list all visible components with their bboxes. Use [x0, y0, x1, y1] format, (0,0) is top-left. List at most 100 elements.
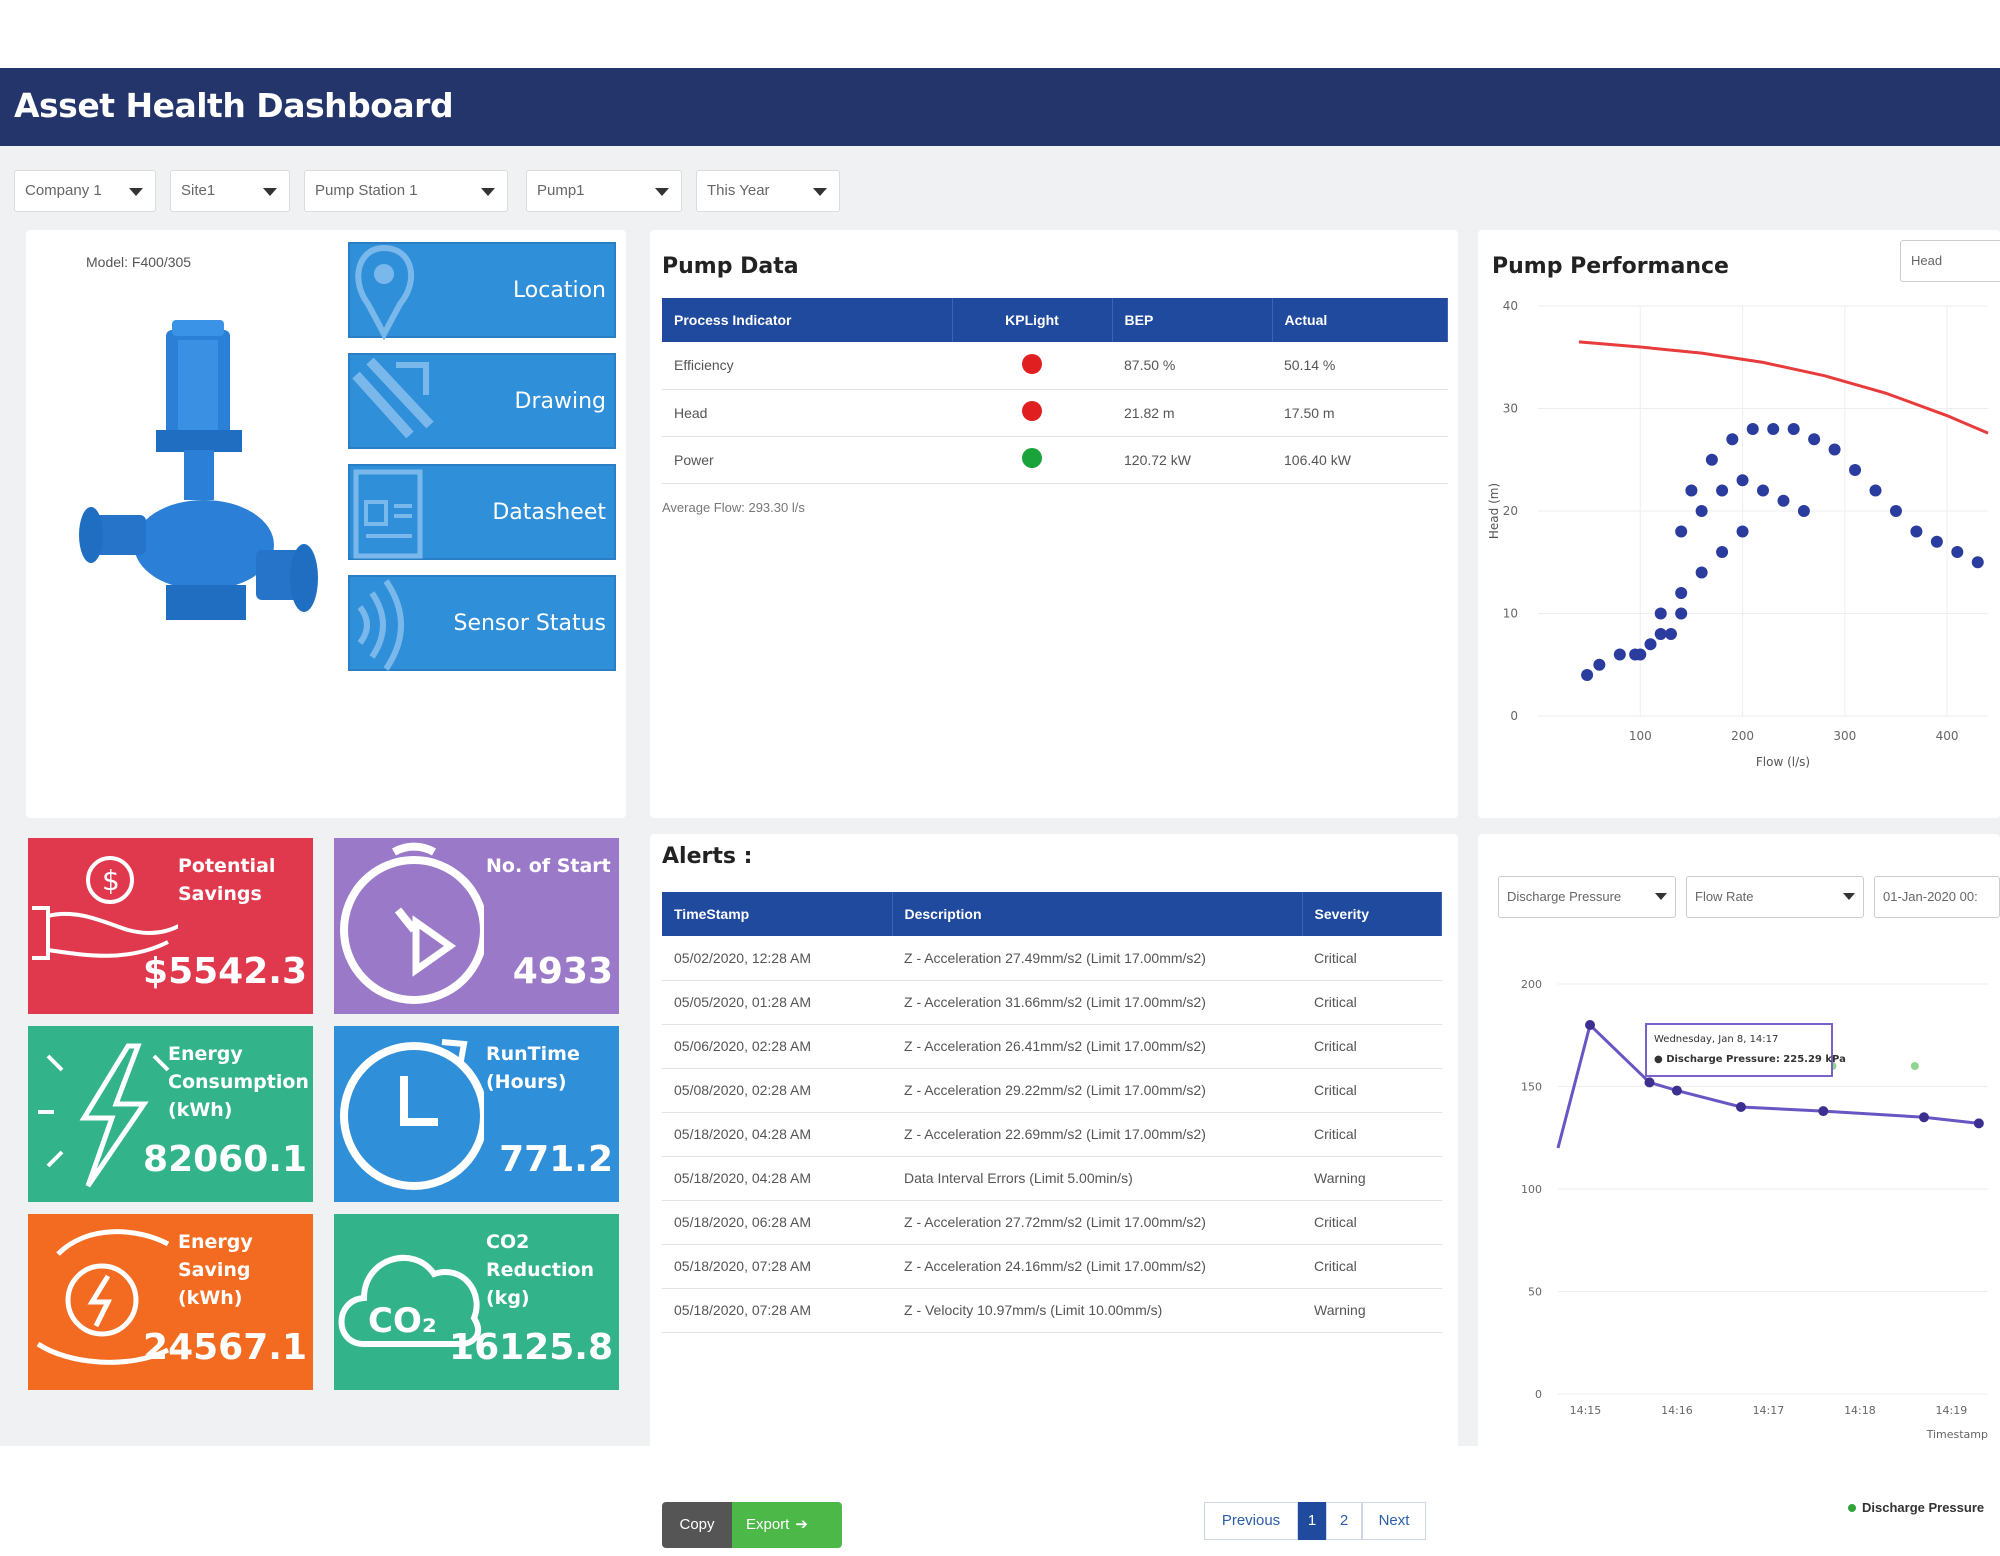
kplight-cell — [952, 342, 1112, 390]
scatter-point — [1767, 423, 1780, 435]
scatter-point — [1613, 648, 1626, 661]
location-button[interactable]: Location — [348, 242, 616, 340]
series-point — [1918, 1112, 1929, 1123]
kpi-title: CO2 Reduction (kg) — [486, 1231, 595, 1309]
scatter-point — [1664, 628, 1677, 640]
site-select-value: Site1 — [181, 182, 216, 199]
signal-icon — [357, 579, 404, 671]
y-tick-label: 0 — [1535, 1388, 1542, 1401]
x-tick-label: 14:17 — [1753, 1404, 1785, 1417]
trend-metric-select-2-value: Flow Rate — [1695, 889, 1754, 904]
description-cell: Z - Acceleration 31.66mm/s2 (Limit 17.00… — [892, 980, 1302, 1025]
x-axis-label: Flow (l/s) — [1756, 755, 1810, 769]
pump-data-title: Pump Data — [662, 254, 799, 279]
pump-select[interactable]: Pump1 — [526, 170, 682, 212]
column-header-kplight[interactable]: KPLight — [952, 298, 1113, 342]
chevron-down-icon — [481, 188, 495, 196]
trend-date-input[interactable]: 01-Jan-2020 00: — [1874, 876, 2000, 918]
column-header-severity[interactable]: Severity — [1302, 892, 1442, 936]
scatter-point — [1654, 607, 1667, 620]
scatter-point — [1675, 525, 1688, 538]
indicator-cell: Head — [662, 389, 952, 437]
severity-cell: Warning — [1302, 1156, 1442, 1201]
scatter-point — [1787, 423, 1800, 435]
bep-cell: 21.82 m — [1112, 389, 1272, 437]
export-button[interactable]: Export ➔ — [732, 1502, 842, 1548]
kplight-cell — [952, 436, 1112, 484]
x-tick-label: 400 — [1936, 729, 1959, 743]
severity-cell: Critical — [1302, 1112, 1442, 1157]
datasheet-button[interactable]: Datasheet — [348, 464, 616, 560]
scatter-point — [1675, 607, 1688, 620]
x-tick-label: 300 — [1833, 729, 1856, 743]
pump-station-select[interactable]: Pump Station 1 — [304, 170, 508, 212]
description-cell: Z - Acceleration 27.49mm/s2 (Limit 17.00… — [892, 936, 1302, 981]
description-cell: Z - Acceleration 29.22mm/s2 (Limit 17.00… — [892, 1068, 1302, 1113]
site-select[interactable]: Site1 — [170, 170, 290, 212]
column-header-bep[interactable]: BEP — [1112, 298, 1273, 342]
pagination-page-1[interactable]: 1 — [1298, 1502, 1326, 1540]
series-point — [1973, 1118, 1984, 1129]
company-select[interactable]: Company 1 — [14, 170, 156, 212]
y-tick-label: 20 — [1503, 504, 1518, 518]
datasheet-button-label: Datasheet — [492, 500, 606, 525]
pump-data-table: Process Indicator KPLight BEP Actual Eff… — [662, 298, 1448, 484]
column-header-process-indicator[interactable]: Process Indicator — [662, 298, 953, 342]
trend-metric-select-2[interactable]: Flow Rate — [1686, 876, 1864, 918]
y-tick-label: 40 — [1503, 299, 1518, 313]
y-tick-label: 200 — [1521, 978, 1542, 991]
table-actions: Copy Export ➔ — [662, 1502, 842, 1548]
x-axis-label: Timestamp — [1926, 1428, 1988, 1441]
severity-cell: Critical — [1302, 1024, 1442, 1069]
scatter-point — [1716, 546, 1729, 558]
trend-legend[interactable]: Discharge Pressure — [1848, 1500, 1984, 1515]
table-row: Head 21.82 m 17.50 m — [662, 389, 1448, 437]
alerts-title: Alerts : — [662, 844, 753, 869]
kpi-value: 16125.8 — [449, 1327, 613, 1368]
trend-metric-select-1[interactable]: Discharge Pressure — [1498, 876, 1676, 918]
kpi-energy-saving: Energy Saving (kWh) 24567.1 — [28, 1214, 313, 1390]
pagination-previous[interactable]: Previous — [1204, 1502, 1298, 1540]
bep-cell: 87.50 % — [1112, 342, 1272, 390]
tooltip-line: ● Discharge Pressure: 225.29 kPa — [1654, 1054, 1846, 1065]
pagination-next[interactable]: Next — [1362, 1502, 1426, 1540]
column-header-description[interactable]: Description — [892, 892, 1303, 936]
period-select[interactable]: This Year — [696, 170, 840, 212]
tooltip-line: Wednesday, Jan 8, 14:17 — [1654, 1034, 1778, 1045]
scatter-point — [1757, 484, 1769, 497]
kpi-value: $5542.3 — [143, 951, 307, 992]
scatter-point — [1777, 494, 1790, 507]
performance-metric-select[interactable]: Head — [1900, 240, 2000, 282]
timestamp-cell: 05/18/2020, 04:28 AM — [662, 1112, 892, 1157]
drawing-button[interactable]: Drawing — [348, 353, 616, 449]
scatter-point — [1726, 433, 1739, 446]
pagination-page-2[interactable]: 2 — [1326, 1502, 1362, 1540]
indicator-cell: Efficiency — [662, 342, 952, 390]
column-header-timestamp[interactable]: TimeStamp — [662, 892, 893, 936]
trend-card: Discharge Pressure Flow Rate 01-Jan-2020… — [1478, 834, 2000, 1556]
header-bar: Asset Health Dashboard — [0, 68, 2000, 146]
severity-cell: Critical — [1302, 936, 1442, 981]
scatter-point — [1675, 587, 1688, 599]
sensor-status-button[interactable]: Sensor Status — [348, 575, 616, 671]
column-header-actual[interactable]: Actual — [1272, 298, 1448, 342]
severity-cell: Warning — [1302, 1288, 1442, 1333]
description-cell: Data Interval Errors (Limit 5.00min/s) — [892, 1156, 1302, 1201]
chevron-down-icon — [1655, 893, 1667, 900]
chevron-down-icon — [129, 188, 143, 196]
period-select-value: This Year — [707, 182, 770, 199]
kpi-title: Energy Consumption (kWh) — [168, 1043, 309, 1121]
kpi-title: Energy Saving (kWh) — [178, 1231, 253, 1309]
asset-model: Model: F400/305 — [86, 254, 192, 270]
copy-button[interactable]: Copy — [662, 1502, 732, 1548]
kpi-runtime: RunTime (Hours) 771.2 — [334, 1026, 619, 1202]
pump-performance-chart: 0 10 20 30 40 100 200 300 400 Flow (l/s) Head (m) — [1487, 299, 1989, 769]
scatter-point — [1736, 525, 1749, 538]
scatter-point — [1869, 484, 1882, 497]
timestamp-cell: 05/02/2020, 12:28 AM — [662, 936, 892, 981]
table-row: Efficiency 87.50 % 50.14 % — [662, 342, 1448, 390]
timestamp-cell: 05/06/2020, 02:28 AM — [662, 1024, 892, 1069]
x-tick-label: 14:15 — [1570, 1404, 1602, 1417]
timestamp-cell: 05/18/2020, 07:28 AM — [662, 1244, 892, 1289]
table-row: 05/05/2020, 01:28 AM Z - Acceleration 31.… — [662, 980, 1442, 1025]
